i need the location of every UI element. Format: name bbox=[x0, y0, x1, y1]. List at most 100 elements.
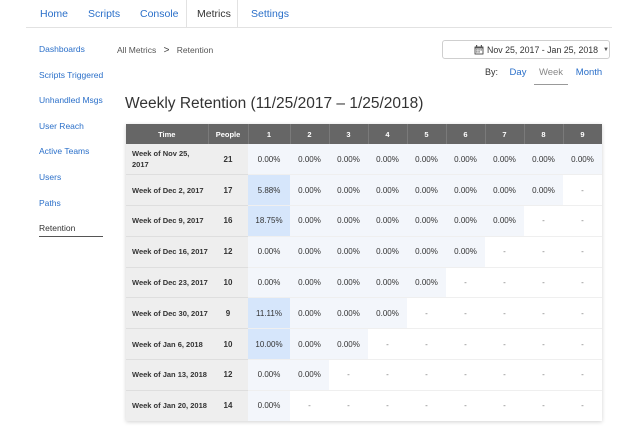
retention-cell: - bbox=[524, 390, 563, 421]
tab-home[interactable]: Home bbox=[40, 8, 69, 20]
sidebar-item-paths[interactable]: Paths bbox=[39, 197, 61, 208]
retention-cell: - bbox=[485, 390, 524, 421]
retention-cell: 0.00% bbox=[407, 236, 446, 268]
retention-cell: - bbox=[563, 297, 602, 330]
retention-cell: 0.00% bbox=[329, 144, 368, 176]
tab-console[interactable]: Console bbox=[140, 8, 179, 20]
retention-cell: 0.00% bbox=[290, 359, 329, 391]
retention-cell: 0.00% bbox=[329, 267, 368, 299]
people-count: 14 bbox=[208, 390, 248, 421]
row-label: Week of Jan 13, 2018 bbox=[126, 359, 208, 391]
retention-cell: 0.00% bbox=[524, 144, 563, 176]
breadcrumb: All Metrics > Retention bbox=[117, 45, 213, 56]
retention-cell: 0.00% bbox=[485, 144, 524, 176]
table-row: Week of Jan 6, 2018 10 10.00% 0.00% 0.00% - - -… bbox=[126, 328, 602, 361]
retention-cell: - bbox=[524, 328, 563, 361]
column-header: 7 bbox=[485, 124, 525, 144]
period-day-button[interactable]: Day bbox=[509, 67, 527, 78]
retention-cell: - bbox=[446, 359, 485, 391]
sidebar-item-dashboards[interactable]: Dashboards bbox=[39, 44, 85, 54]
retention-cell: 0.00% bbox=[368, 297, 407, 330]
retention-cell: 0.00% bbox=[290, 205, 329, 237]
sidebar-item-retention[interactable]: Retention bbox=[39, 223, 76, 234]
retention-cell: - bbox=[524, 267, 563, 299]
retention-cell: 10.00% bbox=[248, 328, 290, 361]
tab-scripts[interactable]: Scripts bbox=[88, 8, 121, 20]
column-header: 8 bbox=[524, 124, 564, 144]
retention-cell: - bbox=[446, 390, 485, 421]
top-nav: Home Scripts Console Metrics Settings bbox=[0, 0, 640, 28]
retention-cell: 0.00% bbox=[329, 236, 368, 268]
retention-cell: 0.00% bbox=[407, 205, 446, 237]
retention-cell: - bbox=[485, 328, 524, 361]
retention-cell: 0.00% bbox=[329, 297, 368, 330]
row-label: Week of Dec 23, 2017 bbox=[126, 267, 208, 299]
retention-cell: 0.00% bbox=[368, 205, 407, 237]
row-label: Week of Jan 6, 2018 bbox=[126, 328, 208, 361]
retention-cell: 5.88% bbox=[248, 174, 290, 207]
retention-cell: 0.00% bbox=[563, 144, 602, 176]
people-count: 12 bbox=[208, 359, 248, 391]
tab-settings[interactable]: Settings bbox=[251, 8, 289, 20]
people-count: 21 bbox=[208, 144, 248, 176]
table-row: Week of Dec 23, 2017 10 0.00% 0.00% 0.00% 0.0… bbox=[126, 267, 602, 299]
retention-cell: 0.00% bbox=[368, 267, 407, 299]
retention-cell: 0.00% bbox=[248, 359, 290, 391]
row-label: Week of Dec 30, 2017 bbox=[126, 297, 208, 330]
retention-cell: 0.00% bbox=[248, 390, 290, 421]
calendar-icon bbox=[474, 45, 484, 55]
table-header-row: Time People 1 2 3 4 5 6 7 8 9 bbox=[126, 124, 602, 144]
tab-active-indicator bbox=[186, 0, 238, 28]
retention-cell: - bbox=[407, 297, 446, 330]
sidebar-item-users[interactable]: Users bbox=[39, 171, 62, 182]
people-count: 16 bbox=[208, 205, 248, 237]
retention-cell: 0.00% bbox=[290, 144, 329, 176]
column-header: People bbox=[208, 124, 249, 144]
column-header: 9 bbox=[563, 124, 602, 144]
sidebar-item-scripts-triggered[interactable]: Scripts Triggered bbox=[39, 69, 104, 80]
retention-cell: 0.00% bbox=[524, 174, 563, 207]
sidebar-item-unhandled-msgs[interactable]: Unhandled Msgs bbox=[39, 95, 103, 106]
retention-cell: 0.00% bbox=[248, 236, 290, 268]
sidebar-item-user-reach[interactable]: User Reach bbox=[39, 120, 84, 131]
row-label: Week of Jan 20, 2018 bbox=[126, 390, 208, 421]
retention-cell: - bbox=[485, 236, 524, 268]
column-header: 2 bbox=[290, 124, 330, 144]
table-row: Week of Dec 2, 2017 17 5.88% 0.00% 0.00% 0.00… bbox=[126, 174, 602, 207]
retention-cell: - bbox=[368, 359, 407, 391]
retention-cell: 0.00% bbox=[446, 205, 485, 237]
retention-cell: 0.00% bbox=[248, 267, 290, 299]
retention-cell: 0.00% bbox=[446, 174, 485, 207]
breadcrumb-separator: > bbox=[163, 45, 170, 56]
date-range-picker[interactable]: Nov 25, 2017 - Jan 25, 2018 ▼ bbox=[442, 40, 610, 59]
sidebar-active-underline bbox=[39, 236, 103, 237]
breadcrumb-parent[interactable]: All Metrics bbox=[117, 45, 157, 55]
retention-table: Time People 1 2 3 4 5 6 7 8 9 Week of Nov 25, 2017… bbox=[126, 124, 602, 421]
retention-cell: - bbox=[563, 359, 602, 391]
retention-cell: - bbox=[329, 359, 368, 391]
retention-cell: - bbox=[446, 297, 485, 330]
period-month-button[interactable]: Month bbox=[575, 67, 603, 78]
retention-cell: 0.00% bbox=[290, 236, 329, 268]
retention-cell: - bbox=[563, 328, 602, 361]
column-header: 6 bbox=[446, 124, 486, 144]
retention-cell: - bbox=[485, 359, 524, 391]
column-header: 3 bbox=[329, 124, 369, 144]
tab-metrics[interactable]: Metrics bbox=[197, 8, 231, 20]
retention-cell: - bbox=[524, 297, 563, 330]
people-count: 10 bbox=[208, 267, 248, 299]
date-range-label: Nov 25, 2017 - Jan 25, 2018 bbox=[487, 44, 599, 55]
retention-cell: - bbox=[563, 267, 602, 299]
retention-cell: 0.00% bbox=[407, 144, 446, 176]
row-label: Week of Dec 9, 2017 bbox=[126, 205, 208, 237]
table-row: Week of Dec 16, 2017 12 0.00% 0.00% 0.00% 0.0… bbox=[126, 236, 602, 268]
row-label: Week of Dec 2, 2017 bbox=[126, 174, 208, 207]
retention-cell: - bbox=[524, 359, 563, 391]
sidebar-item-active-teams[interactable]: Active Teams bbox=[39, 146, 90, 157]
retention-cell: - bbox=[290, 390, 329, 421]
retention-cell: - bbox=[446, 267, 485, 299]
retention-cell: - bbox=[485, 267, 524, 299]
retention-cell: 0.00% bbox=[485, 174, 524, 207]
period-week-button[interactable]: Week bbox=[534, 62, 568, 85]
retention-cell: - bbox=[368, 390, 407, 421]
